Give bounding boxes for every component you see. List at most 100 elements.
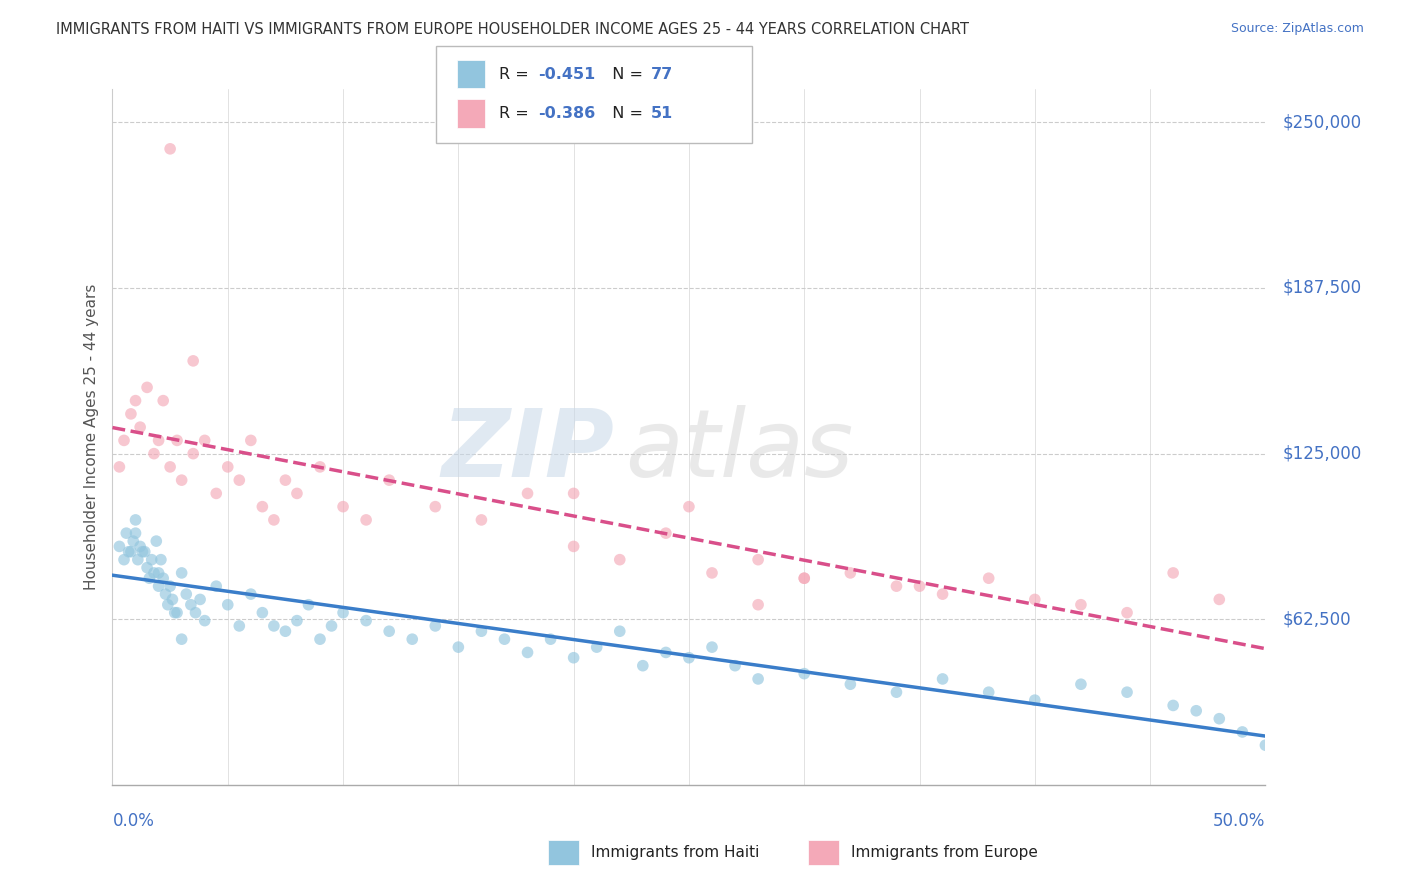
Point [166, 606, 188, 620]
Point [354, 513, 377, 527]
Point [470, 513, 492, 527]
Point [585, 640, 607, 654]
Text: $250,000: $250,000 [1282, 113, 1361, 131]
Point [332, 500, 354, 514]
Point [124, 393, 146, 408]
Point [148, 579, 170, 593]
Point [263, 513, 285, 527]
Point [1185, 704, 1208, 718]
Text: N =: N = [602, 67, 648, 82]
Point [1161, 698, 1184, 713]
Text: 50.0%: 50.0% [1213, 812, 1265, 830]
Point [321, 619, 343, 633]
Point [129, 540, 152, 554]
Point [108, 540, 131, 554]
Point [184, 606, 207, 620]
Point [136, 560, 159, 574]
Point [166, 434, 188, 448]
Text: $125,000: $125,000 [1282, 444, 1361, 463]
Point [1232, 725, 1254, 739]
Point [122, 534, 145, 549]
Point [1161, 566, 1184, 580]
Point [159, 142, 181, 156]
Point [134, 545, 156, 559]
Point [228, 619, 250, 633]
Text: N =: N = [602, 106, 648, 121]
Point [494, 632, 516, 647]
Point [180, 598, 202, 612]
Point [138, 571, 160, 585]
Point [1070, 677, 1092, 691]
Point [1024, 592, 1046, 607]
Point [1116, 685, 1139, 699]
Point [239, 434, 262, 448]
Point [131, 545, 153, 559]
Point [1254, 738, 1277, 752]
Point [120, 407, 142, 421]
Point [129, 420, 152, 434]
Point [170, 632, 193, 647]
Point [217, 598, 239, 612]
Point [285, 614, 308, 628]
Point [425, 619, 447, 633]
Point [540, 632, 562, 647]
Point [149, 552, 172, 566]
Text: 0.0%: 0.0% [112, 812, 155, 830]
Point [309, 632, 332, 647]
Point [354, 614, 377, 628]
Text: -0.451: -0.451 [538, 67, 596, 82]
Point [152, 571, 174, 585]
Point [297, 598, 319, 612]
Text: $62,500: $62,500 [1282, 610, 1351, 628]
Point [724, 658, 747, 673]
Point [188, 592, 211, 607]
Point [793, 571, 815, 585]
Point [239, 587, 262, 601]
Point [839, 566, 862, 580]
Point [886, 685, 908, 699]
Point [136, 380, 159, 394]
Point [378, 624, 401, 639]
Point [127, 552, 149, 566]
Text: -0.386: -0.386 [538, 106, 596, 121]
Point [170, 473, 193, 487]
Point [470, 624, 492, 639]
Point [163, 606, 186, 620]
Point [700, 640, 723, 654]
Point [159, 579, 181, 593]
Point [117, 545, 139, 559]
Point [700, 566, 723, 580]
Point [181, 354, 204, 368]
Point [148, 434, 170, 448]
Point [155, 587, 177, 601]
Text: atlas: atlas [626, 406, 853, 497]
Point [655, 645, 678, 659]
Point [1116, 606, 1139, 620]
Point [285, 486, 308, 500]
Point [143, 566, 166, 580]
Text: IMMIGRANTS FROM HAITI VS IMMIGRANTS FROM EUROPE HOUSEHOLDER INCOME AGES 25 - 44 : IMMIGRANTS FROM HAITI VS IMMIGRANTS FROM… [56, 22, 969, 37]
Point [609, 624, 631, 639]
Point [378, 473, 401, 487]
Text: 77: 77 [651, 67, 673, 82]
Text: $187,500: $187,500 [1282, 279, 1361, 297]
Point [1070, 598, 1092, 612]
Point [655, 526, 678, 541]
Point [747, 672, 769, 686]
Point [839, 677, 862, 691]
Point [162, 592, 184, 607]
Point [181, 447, 204, 461]
Point [274, 473, 297, 487]
Point [425, 500, 447, 514]
Y-axis label: Householder Income Ages 25 - 44 years: Householder Income Ages 25 - 44 years [83, 284, 98, 591]
Point [977, 685, 1000, 699]
Point [447, 640, 470, 654]
Point [148, 566, 170, 580]
Point [194, 614, 217, 628]
Point [263, 619, 285, 633]
Point [174, 587, 197, 601]
Point [562, 540, 585, 554]
Text: 51: 51 [651, 106, 673, 121]
Point [194, 434, 217, 448]
Point [141, 552, 163, 566]
